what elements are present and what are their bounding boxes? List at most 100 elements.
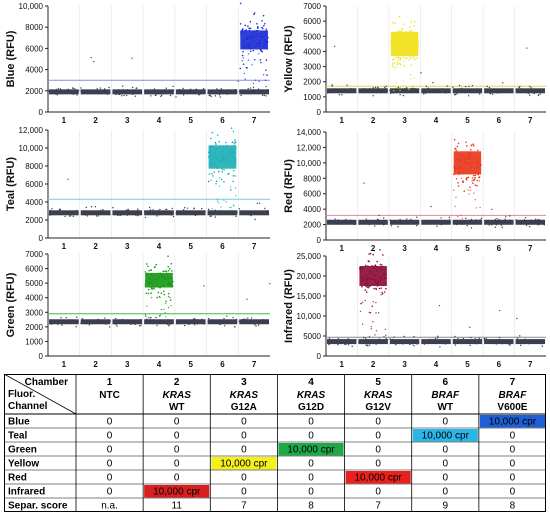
outlier-point bbox=[237, 80, 239, 83]
chamber-variant: WT bbox=[438, 402, 454, 413]
x-tick-label: 7 bbox=[528, 360, 533, 369]
positive-cluster-3 bbox=[390, 15, 419, 92]
table-cell: 0 bbox=[241, 473, 247, 484]
x-tick-label: 4 bbox=[434, 244, 439, 253]
table-cell: 0 bbox=[375, 431, 381, 442]
chamber-gene: BRAF bbox=[499, 390, 528, 401]
x-tick-label: 4 bbox=[157, 360, 162, 369]
negative-cluster-3 bbox=[389, 335, 420, 347]
y-tick-label: 10,000 bbox=[19, 2, 44, 11]
chart-panel-4: 0 2000 4000 6000 8000 10,000 12,000 14,000 Red (… bbox=[283, 128, 546, 253]
x-tick-label: 2 bbox=[93, 116, 98, 125]
header-channel: Channel bbox=[8, 401, 48, 412]
table-cell: 0 bbox=[443, 417, 449, 428]
y-tick-label: 10,000 bbox=[19, 144, 44, 153]
chamber-number: 6 bbox=[443, 377, 449, 388]
negative-cluster-1 bbox=[327, 218, 357, 226]
table-cell: 11 bbox=[172, 501, 183, 512]
negative-cluster-6 bbox=[484, 82, 514, 95]
y-axis-label: Blue (RFU) bbox=[5, 30, 17, 87]
x-tick-label: 5 bbox=[188, 360, 193, 369]
negative-cluster-7 bbox=[515, 216, 545, 228]
negative-cluster-4 bbox=[421, 335, 451, 348]
table-cell: 0 bbox=[174, 473, 180, 484]
table-cell: 0 bbox=[174, 445, 180, 456]
negative-cluster-3 bbox=[112, 317, 143, 327]
chamber-gene: KRAS bbox=[230, 390, 259, 401]
y-tick-label: 1000 bbox=[25, 337, 43, 346]
x-tick-label: 6 bbox=[497, 360, 502, 369]
y-tick-label: 3000 bbox=[25, 308, 43, 317]
x-tick-label: 6 bbox=[497, 116, 502, 125]
outlier-point bbox=[226, 315, 228, 317]
chamber-variant: G12A bbox=[231, 402, 257, 413]
x-tick-label: 3 bbox=[125, 116, 130, 125]
outlier-point bbox=[438, 304, 441, 307]
y-tick-label: 12,000 bbox=[19, 126, 44, 135]
chamber-variant: V600E bbox=[497, 402, 527, 413]
negative-cluster-5 bbox=[175, 87, 207, 98]
x-tick-label: 7 bbox=[252, 116, 257, 125]
y-tick-label: 2000 bbox=[25, 323, 43, 332]
x-tick-label: 5 bbox=[188, 242, 193, 251]
table-cell: 0 bbox=[375, 487, 381, 498]
y-tick-label: 7000 bbox=[25, 250, 43, 259]
table-cell: 0 bbox=[308, 431, 314, 442]
outlier-point bbox=[93, 60, 95, 63]
table-row: Infrared 0 10,000 cpr 0 0 0 0 0 bbox=[4, 483, 546, 498]
x-tick-label: 2 bbox=[371, 360, 376, 369]
chamber-gene: KRAS bbox=[364, 390, 393, 401]
y-tick-label: 7000 bbox=[303, 2, 321, 11]
y-tick-label: 6000 bbox=[25, 44, 43, 53]
y-tick-label: 8000 bbox=[303, 174, 321, 183]
x-tick-label: 4 bbox=[434, 360, 439, 369]
x-tick-label: 3 bbox=[125, 360, 130, 369]
y-tick-label: 4000 bbox=[25, 66, 43, 75]
y-tick-label: 6000 bbox=[303, 17, 321, 26]
negative-cluster-7 bbox=[515, 85, 545, 97]
outlier-point bbox=[186, 207, 189, 209]
negative-cluster-5 bbox=[452, 335, 483, 347]
x-tick-label: 3 bbox=[402, 116, 407, 125]
x-tick-label: 1 bbox=[339, 244, 344, 253]
negative-cluster-1 bbox=[48, 87, 80, 96]
table-row: Yellow 0 0 10,000 cpr 0 0 0 0 bbox=[4, 455, 546, 470]
chamber-number: 2 bbox=[174, 377, 180, 388]
x-tick-label: 2 bbox=[93, 242, 98, 251]
negative-cluster-7 bbox=[238, 85, 269, 97]
y-tick-label: 8000 bbox=[25, 23, 43, 32]
negative-cluster-2 bbox=[80, 317, 112, 328]
negative-cluster-6 bbox=[207, 316, 238, 328]
table-cell: 0 bbox=[308, 487, 314, 498]
chamber-gene: KRAS bbox=[297, 390, 326, 401]
table-cell: 0 bbox=[510, 473, 516, 484]
y-tick-label: 20,000 bbox=[297, 272, 322, 281]
negative-cluster-2 bbox=[80, 86, 111, 95]
row-label: Infrared bbox=[8, 487, 45, 498]
table-cell: 0 bbox=[241, 445, 247, 456]
chart-panel-1: 0 2000 4000 6000 8000 10,000 Blue (RFU) 1 2 3 4 5 6 7 bbox=[5, 2, 270, 125]
y-tick-label: 6000 bbox=[303, 190, 321, 199]
highlight-cell bbox=[211, 457, 277, 470]
table-row: Blue 0 0 0 0 0 0 10,000 cpr bbox=[8, 415, 545, 428]
table-frame bbox=[4, 374, 546, 512]
chamber-number: 7 bbox=[510, 377, 516, 388]
table-cell: 10,000 cpr bbox=[355, 473, 403, 484]
y-axis-label: Teal (RFU) bbox=[5, 157, 17, 212]
negative-cluster-4 bbox=[143, 206, 175, 219]
row-label: Green bbox=[8, 445, 37, 456]
highlight-cell bbox=[412, 429, 478, 442]
y-tick-label: 0 bbox=[39, 352, 44, 361]
y-axis-label: Red (RFU) bbox=[283, 159, 295, 213]
table-cell: 0 bbox=[510, 487, 516, 498]
y-tick-label: 0 bbox=[317, 236, 322, 245]
y-tick-label: 1000 bbox=[303, 93, 321, 102]
chamber-number: 3 bbox=[241, 377, 247, 388]
table-cell: 10,000 cpr bbox=[153, 487, 201, 498]
chart-panel-3: 0 2000 4000 6000 8000 10,000 12,000 Teal (RFU) 1… bbox=[5, 126, 270, 251]
table-cell: 8 bbox=[308, 501, 314, 512]
table-cell: 0 bbox=[308, 459, 314, 470]
table-cell: 7 bbox=[375, 501, 381, 512]
negative-cluster-5 bbox=[452, 84, 483, 97]
x-tick-label: 1 bbox=[62, 116, 67, 125]
